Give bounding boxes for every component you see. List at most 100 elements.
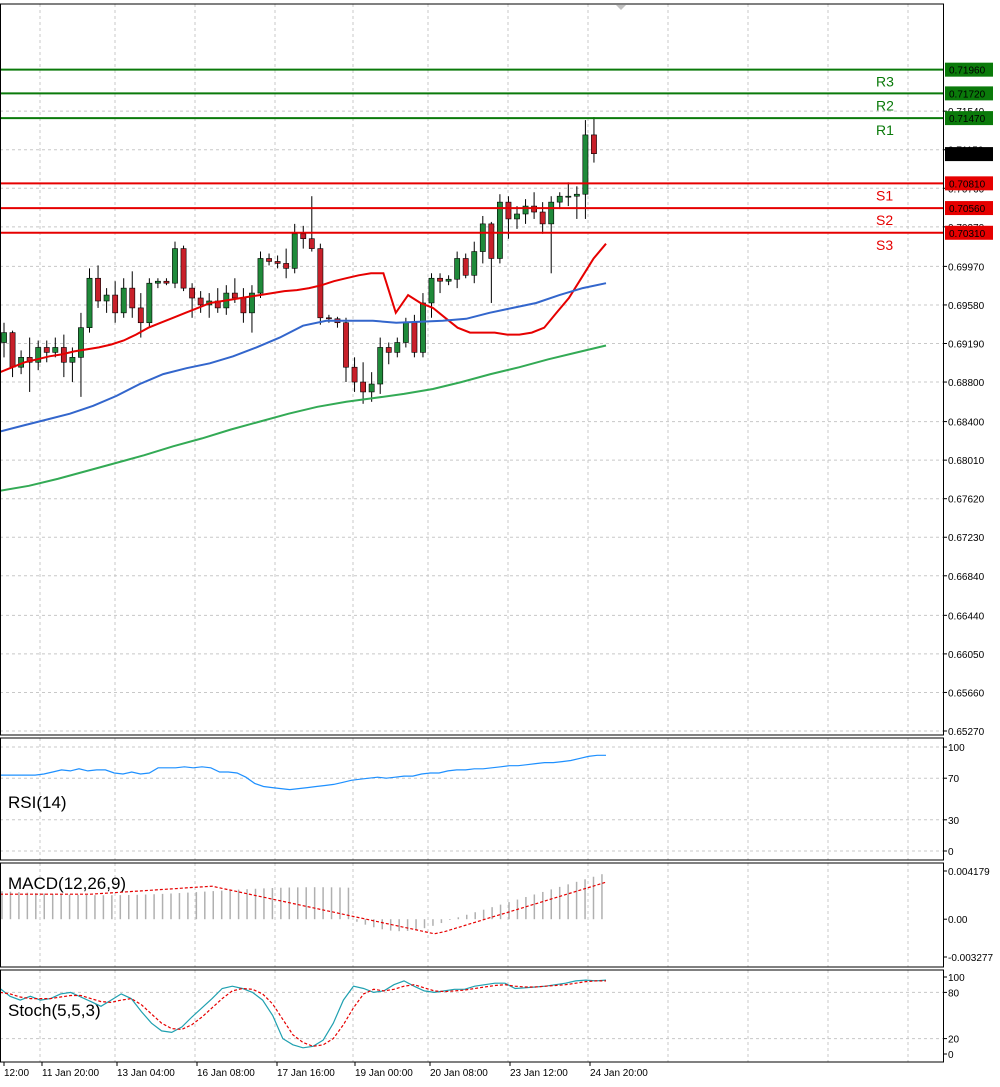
level-price-text: 0.71960 <box>949 66 986 77</box>
candle-body <box>129 287 136 309</box>
candle-body <box>146 282 153 324</box>
x-tick-label: 11 Jan 20:00 <box>42 1068 100 1079</box>
stoch-signal-line <box>0 980 606 1047</box>
candle-body <box>197 297 204 306</box>
candle-body <box>411 322 418 353</box>
candle-body <box>257 258 264 294</box>
candle-body <box>565 195 572 198</box>
price-tick-label: 0.67620 <box>948 495 985 506</box>
ma-fast-line <box>0 243 607 374</box>
candle-body <box>505 201 512 220</box>
level-label-r3: R3 <box>876 74 894 90</box>
candle-body <box>52 347 59 353</box>
x-tick-label: 16 Jan 08:00 <box>197 1068 255 1079</box>
price-tick-label: 0.66840 <box>948 572 985 583</box>
level-price-text: 0.70810 <box>949 179 986 190</box>
candle-body <box>377 347 384 385</box>
candle-body <box>300 233 307 240</box>
macd-title: MACD(12,26,9) <box>8 874 126 893</box>
rsi-tick-label: 0 <box>948 847 954 858</box>
candle-body <box>539 211 546 225</box>
current-price-label: 0.71106 <box>949 150 985 161</box>
candle-body <box>488 223 495 259</box>
price-panel[interactable]: R3 R2 R1 S1 S2 S3 <box>0 5 943 492</box>
level-label-r1: R1 <box>876 122 894 138</box>
candle-body <box>402 322 409 343</box>
candle-body <box>43 347 50 353</box>
level-price-tag <box>945 111 993 126</box>
stoch-panel[interactable]: Stoch(5,5,3) <box>0 979 607 1049</box>
level-label-s2: S2 <box>876 212 893 228</box>
stoch-panel-border <box>0 969 944 1063</box>
candle-body <box>351 366 358 383</box>
stoch-tick-label: 100 <box>948 973 965 984</box>
x-tick-label: 12:00 <box>4 1068 29 1079</box>
candle-body <box>308 238 315 249</box>
candle-body <box>249 292 255 314</box>
stoch-tick-label: 0 <box>948 1050 954 1061</box>
x-tick-label: 20 Jan 08:00 <box>430 1068 488 1079</box>
x-tick-label: 19 Jan 00:00 <box>355 1068 413 1079</box>
candle-body <box>86 277 93 328</box>
candle-body <box>231 292 238 299</box>
x-tick-label: 17 Jan 16:00 <box>277 1068 335 1079</box>
candle-body <box>445 278 452 282</box>
candle-body <box>548 201 555 225</box>
candle-body <box>291 233 298 269</box>
x-tick-label: 23 Jan 12:00 <box>510 1068 568 1079</box>
candle-body <box>360 381 366 393</box>
level-price-tag <box>945 86 993 101</box>
level-price-tag <box>945 62 993 77</box>
candle-body <box>137 307 144 324</box>
macd-panel[interactable]: MACD(12,26,9) <box>0 874 607 935</box>
price-tick-label: 0.65660 <box>948 688 985 699</box>
candle-body <box>163 280 170 284</box>
macd-tick-label: -0.003277 <box>948 953 993 964</box>
rsi-tick-label: 30 <box>948 816 960 827</box>
candle-body <box>155 280 161 284</box>
candle-body <box>454 258 461 280</box>
ma-mid-line <box>0 282 607 433</box>
axes: 0.715400.711500.707600.703700.699700.695… <box>0 3 993 1079</box>
scroll-marker-icon <box>616 5 626 10</box>
rsi-title: RSI(14) <box>8 793 67 812</box>
candle-body <box>103 294 110 302</box>
stoch-tick-label: 20 <box>948 1035 960 1046</box>
stoch-main-line <box>0 979 607 1049</box>
candle-body <box>437 277 443 282</box>
stoch-title: Stoch(5,5,3) <box>8 1001 101 1020</box>
candle-body <box>343 322 349 368</box>
candle-body <box>514 213 520 220</box>
candle-body <box>266 258 272 262</box>
candle-body <box>35 347 42 363</box>
ma-slow-line <box>0 344 607 492</box>
level-price-tag <box>945 225 993 240</box>
candle-body <box>556 195 563 203</box>
candle-body <box>522 205 529 215</box>
price-tick-label: 0.68800 <box>948 378 985 389</box>
price-tick-label: 0.67230 <box>948 533 985 544</box>
level-price-text: 0.71720 <box>949 89 986 100</box>
candle-body <box>317 248 324 319</box>
candle-body <box>180 248 187 289</box>
candle-body <box>78 327 84 358</box>
rsi-panel[interactable]: RSI(14) <box>0 754 606 812</box>
current-price-tag <box>945 147 993 162</box>
level-label-r2: R2 <box>876 97 894 113</box>
candle-body <box>420 302 426 353</box>
macd-signal-line <box>0 881 607 935</box>
candle-body <box>471 251 478 276</box>
level-label-s3: S3 <box>876 237 893 253</box>
level-price-tag <box>945 201 993 216</box>
macd-tick-label: 0.004179 <box>948 867 990 878</box>
candle-body <box>573 193 580 197</box>
candle-body <box>95 277 101 302</box>
candle-body <box>496 201 503 259</box>
level-price-text: 0.70560 <box>949 204 986 215</box>
rsi-panel-border <box>0 737 944 861</box>
price-tick-label: 0.69580 <box>948 301 985 312</box>
price-panel-border <box>0 3 944 736</box>
candle-body <box>112 294 119 314</box>
stoch-tick-label: 80 <box>948 988 960 999</box>
